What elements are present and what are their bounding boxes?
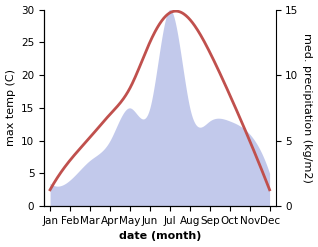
X-axis label: date (month): date (month)	[119, 231, 201, 242]
Y-axis label: med. precipitation (kg/m2): med. precipitation (kg/m2)	[302, 33, 313, 183]
Y-axis label: max temp (C): max temp (C)	[5, 69, 16, 146]
